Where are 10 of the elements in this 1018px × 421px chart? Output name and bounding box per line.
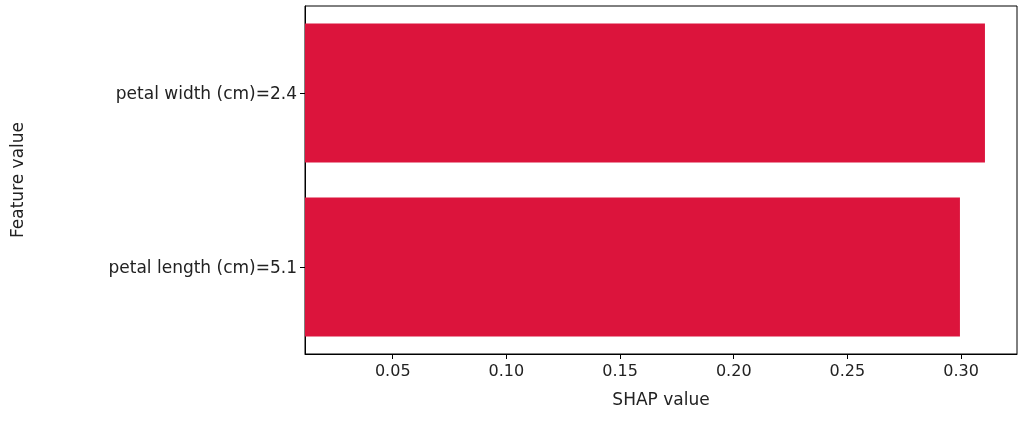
x-tick-label: 0.30 <box>943 360 979 380</box>
x-tick-label: 0.25 <box>829 360 866 380</box>
x-tick-label: 0.05 <box>374 360 411 380</box>
y-tick-label: petal length (cm)=5.1 <box>108 257 297 277</box>
x-tick-label: 0.20 <box>715 360 752 380</box>
x-tick-label: 0.15 <box>602 360 638 380</box>
x-axis-title: SHAP value <box>612 388 710 409</box>
x-tick-label: 0.10 <box>488 360 525 380</box>
y-axis-title: Feature value <box>6 121 27 239</box>
y-tick-label: petal width (cm)=2.4 <box>115 83 297 103</box>
